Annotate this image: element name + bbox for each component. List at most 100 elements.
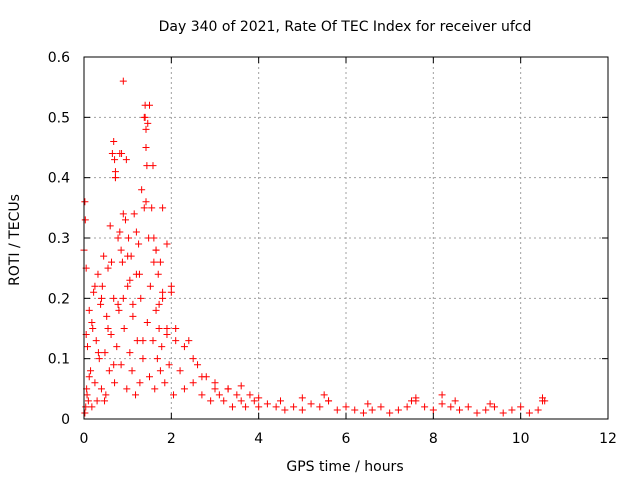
data-point [167,282,175,290]
data-point [534,406,542,414]
data-point [142,125,150,133]
x-tick-label: 8 [429,431,438,447]
y-tick-labels: 0 0.1 0.2 0.3 0.4 0.5 0.6 [48,50,70,428]
data-point [237,382,245,390]
x-tick-labels: 0 2 4 6 8 10 12 [80,431,617,447]
data-point [233,391,241,399]
data-point [421,403,429,411]
data-point [113,343,121,351]
data-point [141,113,149,121]
y-tick-label: 0.3 [48,231,70,247]
data-point [92,337,100,345]
data-point [122,156,130,164]
data-point [82,403,90,411]
data-point [85,373,93,381]
data-point [98,282,106,290]
data-point [163,325,171,332]
data-point [142,144,150,151]
data-points [80,77,549,417]
data-point [189,355,197,363]
data-point [105,367,113,375]
data-point [272,403,280,411]
axis-ticks [83,56,609,420]
data-point [132,391,140,399]
data-point [130,210,138,218]
data-point [158,343,166,351]
data-point [438,391,446,399]
data-point [81,198,89,206]
data-point [111,168,119,176]
x-tick-label: 4 [254,431,263,447]
data-point [125,234,133,242]
data-point [159,294,167,302]
data-point [351,406,359,414]
data-point [541,397,549,405]
data-point [408,397,415,405]
data-point [137,294,145,302]
data-point [194,361,202,369]
data-point [129,312,137,320]
data-point [159,204,167,212]
data-point [94,270,102,278]
data-point [482,406,490,414]
data-point [224,385,232,393]
data-point [114,234,122,242]
data-point [118,150,126,158]
data-point [87,367,95,375]
data-point [119,77,127,85]
data-point [298,406,306,414]
data-point [447,403,455,411]
data-point [228,403,236,411]
data-point [126,349,134,357]
data-point [90,288,98,296]
data-point [246,391,254,399]
data-point [110,137,118,145]
data-point [438,400,446,408]
data-point [118,258,126,266]
data-point [146,373,153,381]
data-point [120,325,128,332]
data-point [110,294,118,302]
data-point [368,406,376,414]
data-point [104,325,112,332]
data-point [159,288,167,296]
data-point [114,300,122,308]
data-point [172,325,180,332]
data-point [163,240,171,248]
data-point [91,379,99,387]
data-point [129,300,137,308]
data-point [403,403,411,411]
data-point [95,355,103,363]
data-point [281,406,289,414]
data-point [146,101,153,109]
data-point [135,240,143,248]
data-point [116,228,124,236]
data-point [111,174,119,182]
data-point [108,150,116,158]
data-point [180,343,188,351]
data-point [143,162,151,170]
data-point [102,391,110,399]
data-point [150,234,158,242]
data-point [153,355,161,363]
data-point [115,306,123,314]
data-point [170,391,178,399]
data-point [104,264,112,272]
x-axis-label: GPS time / hours [286,459,403,475]
data-point [152,246,160,254]
data-point [124,252,132,260]
data-point [167,288,175,296]
y-tick-label: 0.5 [48,110,70,126]
y-tick-label: 0.1 [48,352,70,368]
data-point [342,403,350,411]
data-point [143,318,151,326]
data-point [429,406,437,414]
data-point [88,318,96,326]
data-point [123,385,131,393]
data-point [128,367,136,375]
data-point [220,397,228,405]
data-point [508,406,516,414]
y-axis-label: ROTI / TECUs [7,194,23,286]
y-tick-label: 0.2 [48,291,70,307]
data-point [155,325,163,332]
